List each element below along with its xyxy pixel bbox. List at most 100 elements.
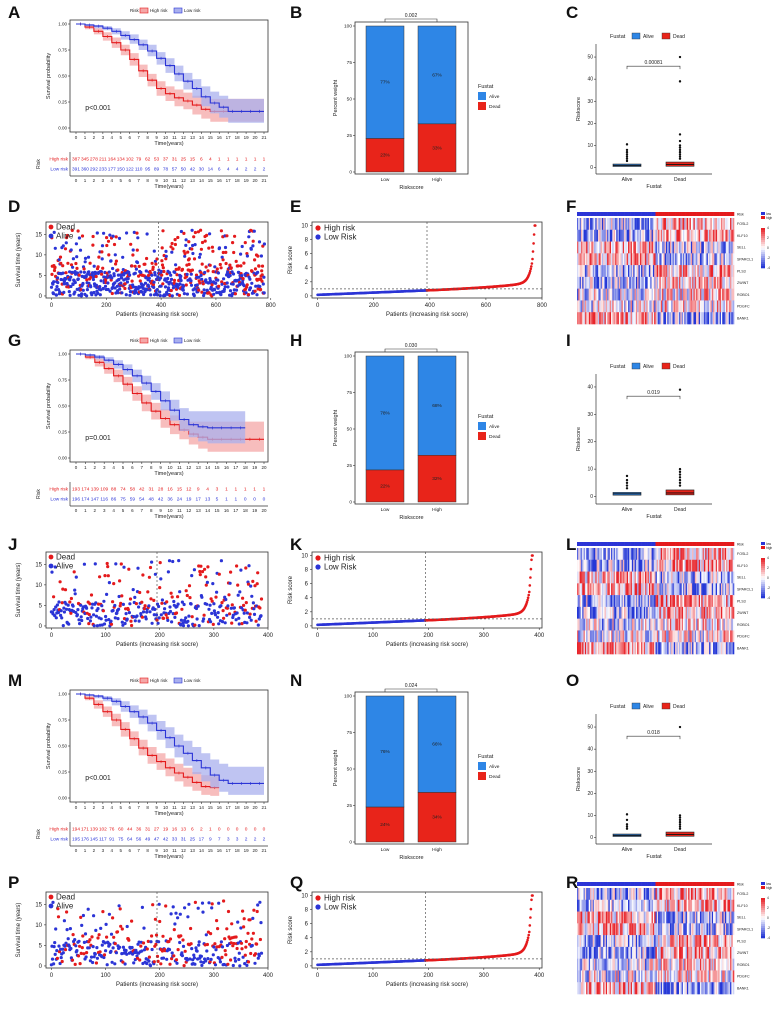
heatmap-cell (595, 312, 597, 325)
heatmap-cell (686, 288, 689, 301)
heatmap-cell (724, 606, 727, 619)
heatmap-cell (622, 218, 625, 231)
risk-table-row-name: High risk (49, 157, 68, 163)
status-xtick-label: 200 (155, 633, 166, 639)
status-point (168, 280, 172, 284)
heatmap-cell (680, 300, 682, 313)
heatmap-cell (622, 265, 625, 278)
heatmap-cell (596, 618, 599, 631)
heatmap-cell (612, 265, 614, 278)
heatmap-cell (595, 253, 597, 266)
status-point (121, 602, 125, 607)
heatmap-cell (694, 288, 697, 301)
risk-table-count: 31 (172, 157, 178, 163)
heatmap-cell (688, 253, 690, 266)
heatmap-cell (643, 276, 646, 289)
heatmap-cell (682, 253, 685, 266)
status-point (260, 269, 264, 273)
status-point (70, 270, 74, 274)
heatmap-cell (722, 265, 724, 278)
status-point (166, 570, 170, 574)
heatmap-cell (626, 642, 629, 655)
heatmap-cell (692, 559, 694, 572)
status-point (54, 293, 59, 297)
status-point (98, 575, 102, 579)
km-xtick-label: 16 (224, 465, 230, 470)
heatmap-cell (709, 288, 711, 301)
heatmap-cell (626, 241, 629, 254)
heatmap-cell (694, 606, 697, 619)
heatmap-cell (614, 559, 617, 572)
heatmap-annotation-cell (588, 542, 591, 546)
heatmap-cell (688, 312, 690, 325)
heatmap-cell (694, 300, 697, 313)
box-outlier-point (678, 388, 682, 391)
heatmap-cell (607, 630, 609, 643)
heatmap-cell (604, 630, 607, 643)
heatmap-row-label-zwint: ZWINT (737, 281, 749, 285)
status-point (92, 264, 96, 268)
heatmap-row-label-sparcl1: SPARCL1 (737, 258, 753, 262)
km-ytick-label: 0.75 (58, 48, 67, 53)
heatmap-cell (710, 288, 713, 301)
heatmap-cell (592, 241, 595, 254)
status-point (137, 619, 141, 623)
heatmap-cell (603, 630, 605, 643)
status-point (183, 252, 187, 256)
heatmap-cell (672, 241, 675, 254)
heatmap-cell (669, 606, 672, 619)
risk-table-xtick-label: 19 (252, 508, 258, 513)
heatmap-annotation-bar-l (577, 542, 735, 546)
heatmap-cell (681, 595, 684, 608)
heatmap-annotation-cell (664, 542, 667, 546)
heatmap-cell (673, 571, 676, 584)
heatmap-cell (658, 642, 660, 655)
heatmap-cell (614, 253, 617, 266)
status-point (199, 271, 203, 275)
status-point (176, 235, 180, 240)
heatmap-cell (603, 559, 605, 572)
heatmap-cell (689, 559, 692, 572)
heatmap-cell (664, 642, 667, 655)
heatmap-cell (724, 630, 727, 643)
heatmap-cell (617, 618, 620, 631)
status-point (82, 562, 86, 566)
heatmap-cell (582, 229, 584, 242)
status-point (150, 560, 154, 564)
heatmap-cell (692, 253, 694, 266)
heatmap-cell (702, 229, 705, 242)
status-point (241, 277, 245, 281)
heatmap-cell (590, 642, 592, 655)
status-point (224, 250, 228, 254)
heatmap-cell (613, 630, 616, 643)
heatmap-annotation-bar-f (577, 212, 735, 216)
heatmap-annotation-cell (638, 212, 641, 216)
status-legend-marker-dead-d (48, 224, 54, 230)
heatmap-cell (645, 618, 647, 631)
box-outlier-point (625, 474, 629, 478)
heatmap-annotation-cell (675, 542, 677, 546)
km-legend-label-low-a: Low risk (184, 8, 201, 13)
risk-table-count: 57 (172, 167, 178, 173)
heatmap-cell (698, 218, 701, 231)
status-point (146, 273, 151, 278)
heatmap-cell (722, 595, 724, 608)
heatmap-cell (726, 253, 728, 266)
heatmap-cell (631, 559, 634, 572)
heatmap-cell (612, 606, 614, 619)
heatmap-cell (707, 618, 710, 631)
heatmap-cell (611, 642, 613, 655)
status-point (74, 261, 78, 266)
heatmap-cell (685, 265, 688, 278)
riskscore-point (526, 596, 530, 599)
heatmap-cell (600, 229, 603, 242)
heatmap-cell (618, 642, 621, 655)
heatmap-cell (579, 276, 582, 289)
heatmap-cell (635, 229, 638, 242)
heatmap-cell (690, 606, 693, 619)
heatmap-cell (724, 241, 727, 254)
heatmap-cell (720, 630, 723, 643)
heatmap-cell (716, 300, 719, 313)
heatmap-cell (679, 300, 681, 313)
panel-letter-e: E (290, 197, 301, 216)
